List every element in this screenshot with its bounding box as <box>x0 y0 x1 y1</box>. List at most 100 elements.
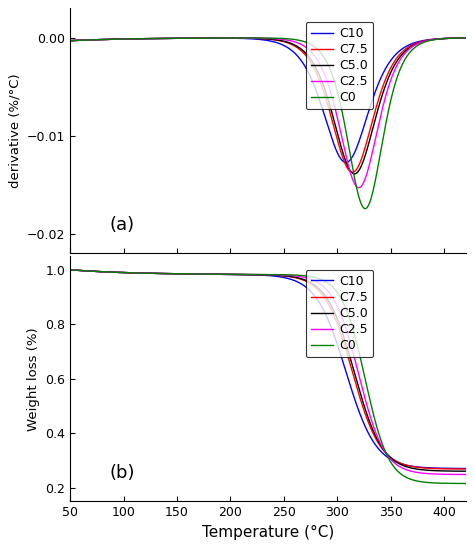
C5.0 <box>379 93 384 100</box>
C2.5 <box>356 184 362 191</box>
C5.0 <box>88 37 93 43</box>
C0 <box>452 35 457 42</box>
C0 <box>67 37 73 44</box>
Y-axis label: Weight loss (%): Weight loss (%) <box>27 327 40 431</box>
C10 <box>88 37 93 43</box>
C0 <box>451 35 457 42</box>
C0 <box>463 480 468 487</box>
C0 <box>67 266 73 273</box>
C7.5 <box>463 466 468 472</box>
C0 <box>249 271 255 278</box>
Line: C5.0: C5.0 <box>70 270 465 471</box>
C10 <box>249 36 255 42</box>
Line: C7.5: C7.5 <box>70 38 465 173</box>
C0 <box>260 35 265 41</box>
C10 <box>379 73 384 79</box>
C5.0 <box>352 170 357 177</box>
C2.5 <box>260 35 265 42</box>
C10 <box>451 35 457 42</box>
C2.5 <box>379 442 384 449</box>
C2.5 <box>463 471 468 478</box>
C10 <box>452 35 457 42</box>
C5.0 <box>88 268 93 275</box>
C7.5 <box>452 35 457 42</box>
C10 <box>451 465 457 472</box>
C0 <box>379 142 384 149</box>
C2.5 <box>451 471 457 478</box>
C10 <box>463 35 468 41</box>
C2.5 <box>249 271 255 278</box>
C7.5 <box>379 444 384 451</box>
C10 <box>451 465 457 472</box>
C10 <box>67 37 73 44</box>
Line: C2.5: C2.5 <box>70 270 465 475</box>
C2.5 <box>379 108 384 115</box>
Text: (b): (b) <box>109 464 135 482</box>
C5.0 <box>452 35 457 42</box>
C7.5 <box>451 35 457 42</box>
C0 <box>260 271 265 278</box>
C5.0 <box>379 443 384 450</box>
C2.5 <box>88 37 93 43</box>
C10 <box>463 465 468 472</box>
C5.0 <box>249 35 255 42</box>
Legend: C10, C7.5, C5.0, C2.5, C0: C10, C7.5, C5.0, C2.5, C0 <box>306 22 374 110</box>
Y-axis label: derivative (%/°C): derivative (%/°C) <box>9 73 21 188</box>
C7.5 <box>260 36 265 42</box>
C5.0 <box>463 35 468 41</box>
C10 <box>260 272 265 278</box>
C2.5 <box>249 35 255 41</box>
C10 <box>67 266 73 273</box>
C0 <box>379 439 384 446</box>
C0 <box>451 480 457 487</box>
C5.0 <box>463 468 468 475</box>
C10 <box>249 271 255 278</box>
C7.5 <box>88 37 93 43</box>
Text: (a): (a) <box>109 216 135 234</box>
C5.0 <box>249 271 255 278</box>
C7.5 <box>249 35 255 42</box>
C2.5 <box>67 37 73 44</box>
C10 <box>343 159 349 165</box>
C0 <box>451 480 457 487</box>
C0 <box>362 206 368 212</box>
C5.0 <box>67 266 73 273</box>
C7.5 <box>249 271 255 278</box>
Line: C0: C0 <box>70 38 465 209</box>
C0 <box>249 35 255 41</box>
Line: C5.0: C5.0 <box>70 38 465 174</box>
Line: C7.5: C7.5 <box>70 270 465 469</box>
C5.0 <box>451 468 457 475</box>
C2.5 <box>451 471 457 478</box>
C10 <box>379 449 384 455</box>
C0 <box>463 35 468 41</box>
C2.5 <box>67 266 73 273</box>
C5.0 <box>67 37 73 44</box>
C2.5 <box>452 35 457 42</box>
C5.0 <box>451 468 457 475</box>
C7.5 <box>349 169 355 176</box>
Line: C0: C0 <box>70 270 465 483</box>
C2.5 <box>451 35 457 42</box>
C7.5 <box>379 86 384 93</box>
C7.5 <box>88 268 93 275</box>
C7.5 <box>451 466 457 472</box>
Line: C10: C10 <box>70 270 465 469</box>
C5.0 <box>260 271 265 278</box>
C7.5 <box>260 271 265 278</box>
C7.5 <box>451 466 457 472</box>
C5.0 <box>451 35 457 42</box>
C7.5 <box>463 35 468 41</box>
X-axis label: Temperature (°C): Temperature (°C) <box>202 524 334 540</box>
Legend: C10, C7.5, C5.0, C2.5, C0: C10, C7.5, C5.0, C2.5, C0 <box>306 270 374 357</box>
C7.5 <box>67 266 73 273</box>
C2.5 <box>463 35 468 41</box>
C2.5 <box>260 271 265 278</box>
C10 <box>260 37 265 43</box>
C10 <box>88 268 93 275</box>
C2.5 <box>88 268 93 275</box>
C5.0 <box>260 35 265 42</box>
Line: C10: C10 <box>70 38 465 162</box>
C7.5 <box>67 37 73 44</box>
C0 <box>88 268 93 275</box>
